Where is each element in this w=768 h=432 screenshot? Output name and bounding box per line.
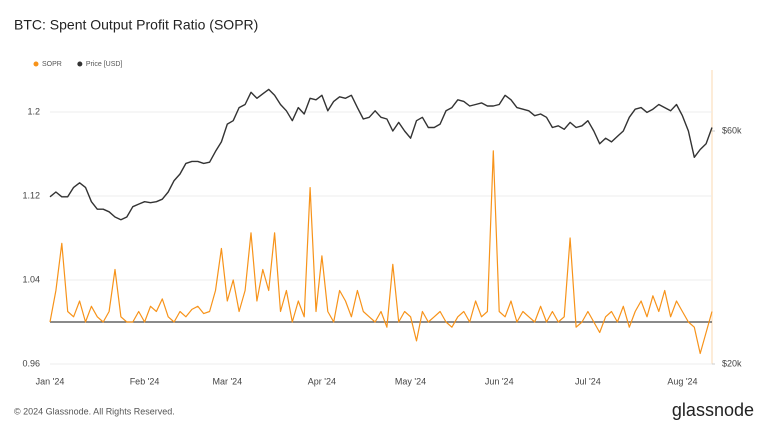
chart-title: BTC: Spent Output Profit Ratio (SOPR)	[14, 17, 258, 33]
footer: © 2024 Glassnode. All Rights Reserved.	[14, 406, 175, 416]
y-tick-label: 0.96	[22, 358, 40, 368]
y-tick-label: 1.12	[22, 190, 40, 200]
x-tick-label: May '24	[395, 376, 426, 386]
x-tick-label: Jul '24	[575, 376, 601, 386]
x-tick-label: Jun '24	[485, 376, 514, 386]
series-line	[49, 88, 713, 221]
x-tick-label: Mar '24	[212, 376, 242, 386]
y2-tick-label: $60k	[722, 125, 742, 135]
x-tick-label: Feb '24	[130, 376, 160, 386]
y-tick-label: 1.04	[22, 274, 40, 284]
y2-tick-label: $20k	[722, 358, 742, 368]
x-tick-label: Apr '24	[308, 376, 336, 386]
legend-label: Price [USD]	[86, 61, 123, 68]
legend-label: SOPR	[42, 61, 62, 68]
series-line	[49, 150, 713, 355]
legend-marker	[33, 61, 39, 67]
y-tick-label: 1.2	[27, 106, 40, 116]
x-tick-label: Jan '24	[36, 376, 65, 386]
logo: glassnode	[672, 400, 754, 420]
legend-marker	[77, 61, 83, 67]
x-tick-label: Aug '24	[667, 376, 697, 386]
